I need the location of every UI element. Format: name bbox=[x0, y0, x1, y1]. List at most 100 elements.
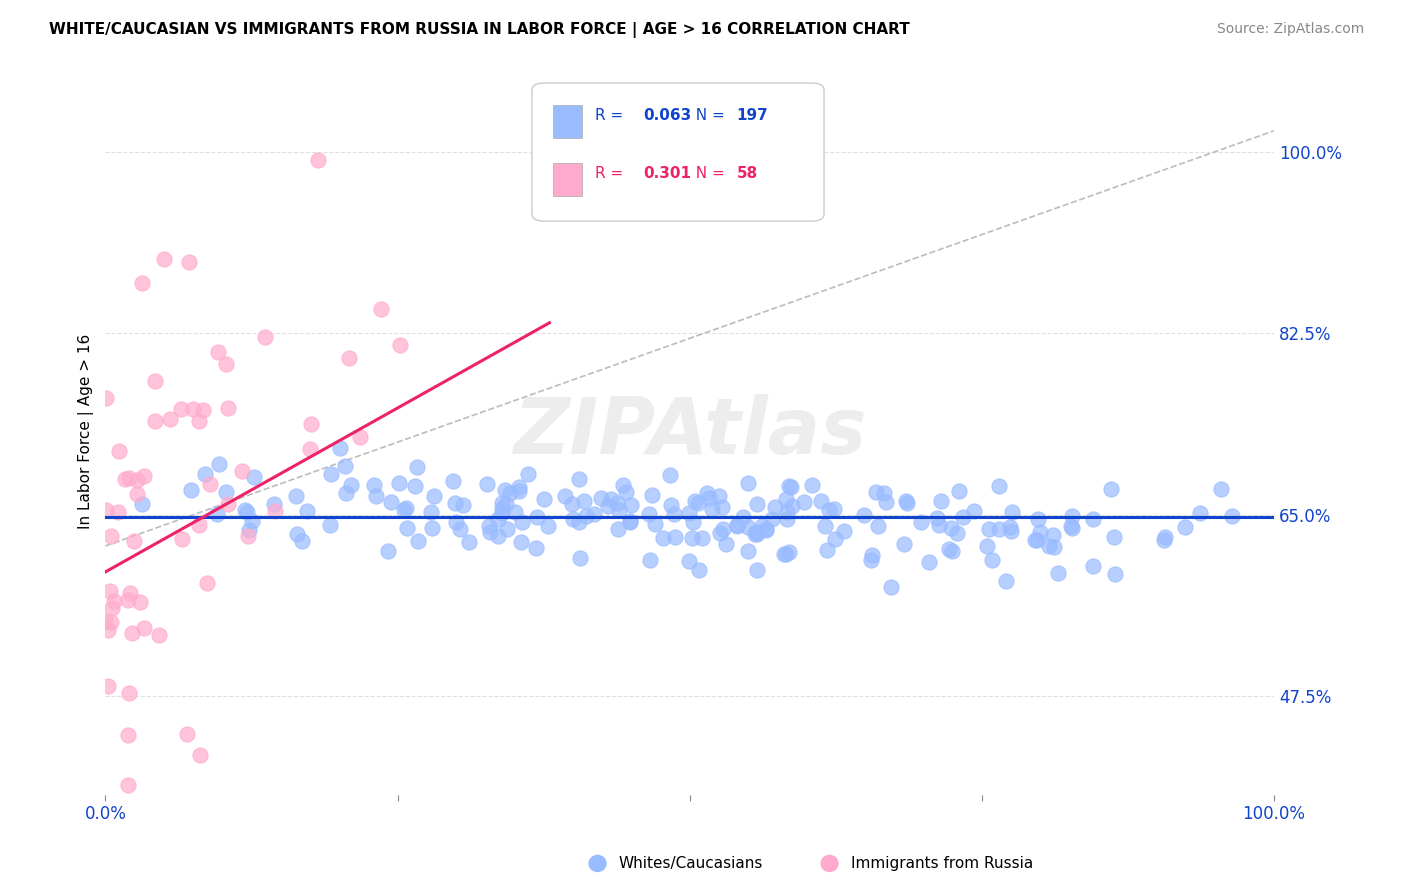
Point bbox=[117, 471, 139, 485]
Point bbox=[910, 515, 932, 529]
Point bbox=[745, 498, 768, 512]
Point bbox=[744, 527, 766, 541]
Point bbox=[510, 535, 533, 549]
Point bbox=[188, 747, 211, 762]
Point bbox=[240, 514, 263, 528]
Point bbox=[107, 506, 129, 520]
Point bbox=[773, 547, 796, 561]
Point bbox=[780, 480, 803, 494]
Point bbox=[159, 412, 181, 426]
Point bbox=[1174, 520, 1197, 534]
Point bbox=[607, 503, 630, 517]
Point bbox=[589, 491, 612, 505]
Point bbox=[125, 487, 148, 501]
Point bbox=[263, 497, 285, 511]
Point bbox=[475, 477, 498, 491]
Point bbox=[263, 503, 285, 517]
Point bbox=[893, 537, 915, 551]
Point bbox=[637, 507, 659, 521]
Point bbox=[307, 153, 329, 167]
Point bbox=[1060, 508, 1083, 523]
Point bbox=[319, 517, 342, 532]
Point bbox=[682, 515, 704, 529]
Point bbox=[517, 467, 540, 482]
Point bbox=[131, 497, 153, 511]
Point bbox=[640, 553, 662, 567]
Point bbox=[737, 475, 759, 490]
Point bbox=[349, 430, 371, 444]
Point bbox=[980, 553, 1002, 567]
Point bbox=[702, 502, 724, 516]
Point bbox=[337, 351, 360, 365]
Point bbox=[745, 527, 768, 541]
Point bbox=[236, 528, 259, 542]
Point bbox=[554, 489, 576, 503]
Point bbox=[395, 501, 418, 516]
Point bbox=[388, 338, 411, 352]
Point bbox=[818, 502, 841, 516]
Text: R =: R = bbox=[595, 167, 628, 181]
Point bbox=[491, 506, 513, 520]
Point bbox=[284, 490, 307, 504]
Text: N =: N = bbox=[686, 167, 730, 181]
Point bbox=[118, 586, 141, 600]
Point bbox=[880, 580, 903, 594]
Text: Whites/Caucasians: Whites/Caucasians bbox=[619, 856, 763, 871]
Point bbox=[285, 527, 308, 541]
Point bbox=[606, 522, 628, 536]
Point bbox=[233, 503, 256, 517]
Point bbox=[1102, 530, 1125, 544]
Point bbox=[755, 522, 778, 536]
Point bbox=[533, 491, 555, 506]
Point bbox=[952, 510, 974, 524]
Point bbox=[503, 505, 526, 519]
Point bbox=[568, 515, 591, 529]
Point bbox=[945, 526, 967, 541]
Point bbox=[962, 504, 984, 518]
Point bbox=[737, 544, 759, 558]
Point bbox=[242, 469, 264, 483]
Point bbox=[697, 491, 720, 505]
Point bbox=[1043, 540, 1066, 554]
Point bbox=[408, 534, 430, 549]
Point bbox=[725, 518, 748, 533]
Point bbox=[297, 504, 319, 518]
Point bbox=[711, 500, 734, 515]
Point bbox=[181, 402, 204, 417]
Point bbox=[363, 477, 385, 491]
Point bbox=[641, 488, 664, 502]
Point bbox=[495, 522, 517, 536]
Point bbox=[486, 512, 509, 526]
Point bbox=[117, 593, 139, 607]
Point bbox=[170, 401, 193, 416]
Point bbox=[776, 505, 799, 519]
Point bbox=[793, 495, 815, 509]
Point bbox=[925, 511, 948, 525]
Point bbox=[1024, 533, 1046, 548]
Point bbox=[614, 484, 637, 499]
Point bbox=[366, 489, 388, 503]
Point bbox=[479, 524, 502, 539]
Point bbox=[683, 494, 706, 508]
Point bbox=[976, 539, 998, 553]
Point bbox=[405, 459, 427, 474]
Point bbox=[859, 553, 882, 567]
Point bbox=[129, 595, 152, 609]
Point bbox=[333, 459, 356, 474]
Point bbox=[180, 483, 202, 497]
Point bbox=[761, 512, 783, 526]
Point bbox=[97, 623, 120, 637]
Point bbox=[420, 521, 443, 535]
Point bbox=[124, 534, 146, 549]
Point bbox=[814, 519, 837, 533]
Point bbox=[714, 537, 737, 551]
Point bbox=[737, 520, 759, 534]
Point bbox=[775, 548, 797, 562]
Point bbox=[100, 529, 122, 543]
Point bbox=[508, 483, 530, 498]
Point bbox=[1153, 533, 1175, 547]
Point bbox=[152, 252, 174, 267]
Point bbox=[217, 497, 239, 511]
Point bbox=[659, 467, 682, 482]
Point bbox=[491, 496, 513, 510]
